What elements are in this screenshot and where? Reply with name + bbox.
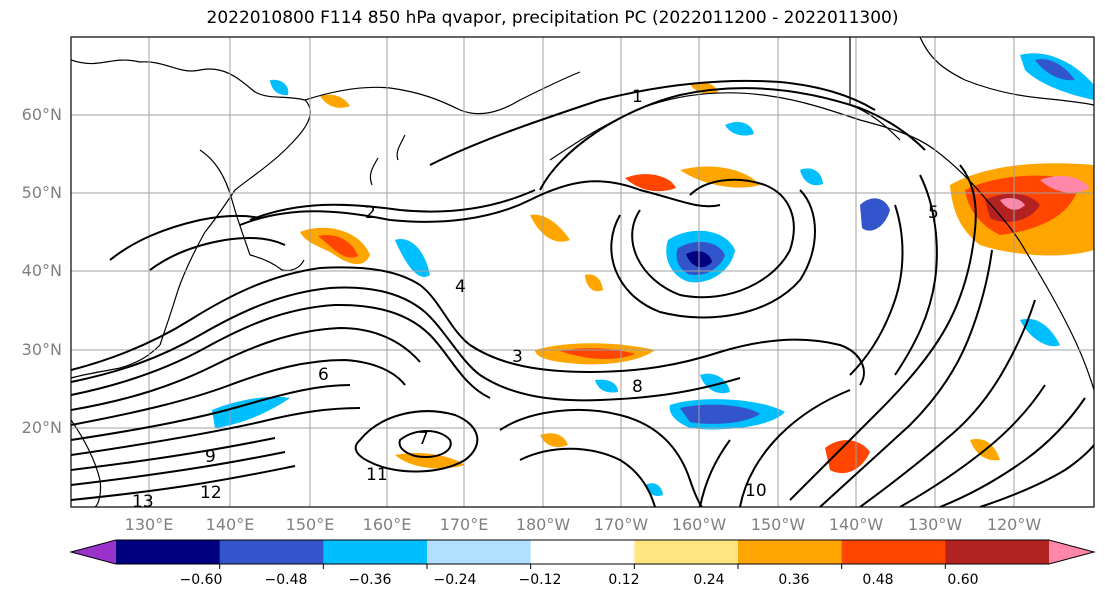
anomaly-negative — [1035, 59, 1075, 81]
anomaly-positive — [560, 348, 635, 360]
lat-label: 60°N — [21, 105, 62, 124]
anomaly-negative — [860, 198, 890, 231]
colorbar-cell — [219, 540, 324, 564]
colorbar-cell — [530, 540, 635, 564]
anomaly-positive — [318, 234, 358, 258]
colorbar-outline — [69, 539, 1096, 565]
colorbar-tick-label: 0.12 — [608, 572, 640, 588]
colorbar-cell — [427, 540, 532, 564]
graticule — [71, 37, 1094, 507]
anomaly-positive — [395, 453, 465, 469]
anomaly-negative — [800, 168, 823, 186]
contour-label: 1 — [632, 87, 643, 107]
lon-label: 170°W — [593, 515, 649, 534]
anomaly-positive — [690, 82, 718, 94]
colorbar-tick-label: −0.48 — [264, 572, 308, 588]
anomaly-positive — [585, 274, 603, 292]
contour-label: 9 — [205, 447, 216, 467]
colorbar-tick-label: −0.12 — [518, 572, 562, 588]
lon-label: 180°W — [515, 515, 571, 534]
anomaly-negative — [725, 121, 754, 136]
contour-label: 10 — [745, 481, 767, 501]
anomaly-positive — [1040, 175, 1090, 193]
map-plot: 1 2 3 4 5 6 7 8 9 10 11 12 13 — [71, 37, 1094, 512]
contour-labels: 1 2 3 4 5 6 7 8 9 10 11 12 13 — [132, 87, 939, 512]
contour-label: 13 — [132, 492, 154, 512]
colorbar-tick-label: −0.60 — [179, 572, 223, 588]
colorbar-tick-label: 0.48 — [862, 572, 894, 588]
anomaly-negative — [595, 379, 618, 393]
lon-label: 160°W — [671, 515, 727, 534]
lat-label: 40°N — [21, 261, 62, 280]
contour-label: 8 — [632, 377, 643, 397]
lon-label: 160°E — [362, 515, 412, 534]
contour-label: 4 — [455, 277, 466, 297]
qvapor-contours — [71, 79, 1094, 507]
contour-label: 11 — [366, 465, 388, 485]
lat-label: 50°N — [21, 183, 62, 202]
colorbar-cell — [323, 540, 428, 564]
lon-label: 170°E — [439, 515, 489, 534]
colorbar-tick-label: −0.24 — [433, 572, 477, 588]
lon-label: 120°W — [986, 515, 1042, 534]
colorbar-tick-label: 0.24 — [693, 572, 725, 588]
contour-label: 6 — [318, 365, 329, 385]
colorbar-cell — [841, 540, 946, 564]
colorbar-tick-label: 0.36 — [778, 572, 810, 588]
colorbar-tick-label: −0.36 — [348, 572, 392, 588]
anomaly-positive — [1000, 197, 1025, 210]
contour-label: 7 — [418, 429, 429, 449]
lon-label: 140°E — [205, 515, 255, 534]
lon-label: 140°W — [828, 515, 884, 534]
precip-shading — [212, 53, 1094, 496]
colorbar-cell — [945, 540, 1050, 564]
anomaly-positive — [680, 166, 760, 188]
anomaly-negative — [680, 404, 760, 424]
anomaly-negative — [395, 239, 430, 277]
colorbar-cell — [116, 540, 221, 564]
anomaly-positive — [625, 174, 676, 192]
anomaly-negative — [1020, 318, 1060, 347]
anomaly-negative — [212, 396, 290, 428]
contour-label: 2 — [365, 203, 376, 223]
contour-label: 3 — [512, 347, 523, 367]
anomaly-positive — [540, 433, 568, 448]
anomaly-negative — [700, 373, 730, 394]
anomaly-positive — [530, 214, 570, 242]
lon-label: 130°E — [124, 515, 174, 534]
lat-label: 30°N — [21, 340, 62, 359]
anomaly-negative — [270, 79, 289, 96]
anomaly-positive — [320, 94, 350, 108]
colorbar-extend-max — [1049, 540, 1094, 564]
colorbar-extend-min — [71, 540, 116, 564]
lon-label: 130°W — [907, 515, 963, 534]
map-frame — [70, 36, 1095, 508]
lat-label: 20°N — [21, 418, 62, 437]
colorbar-cell — [634, 540, 739, 564]
contour-label: 12 — [200, 483, 222, 503]
contour-label: 5 — [928, 203, 939, 223]
map-title: 2022010800 F114 850 hPa qvapor, precipit… — [206, 8, 899, 28]
colorbar — [69, 539, 1096, 569]
colorbar-cell — [738, 540, 843, 564]
colorbar-tick-label: 0.60 — [947, 572, 979, 588]
lon-label: 150°W — [750, 515, 806, 534]
anomaly-positive — [825, 440, 870, 474]
lon-label: 150°E — [285, 515, 335, 534]
coastlines — [71, 37, 1094, 507]
